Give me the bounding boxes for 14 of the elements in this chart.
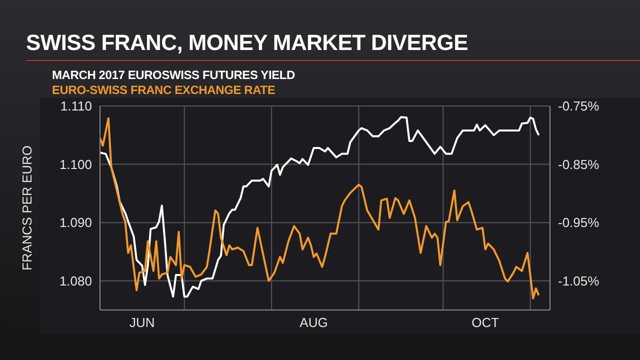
x-tick-label: OCT: [472, 315, 500, 330]
y-axis-title: FRANCS PER EURO: [20, 144, 34, 272]
y2-tick-label: -0.95%: [558, 215, 600, 230]
y-tick-label: 1.080: [59, 273, 92, 288]
y-tick-label: 1.090: [59, 215, 92, 230]
y-tick-label: 1.100: [59, 156, 92, 172]
y2-tick-label: -0.85%: [558, 156, 600, 172]
x-tick-label: JUN: [130, 315, 155, 330]
y2-tick-label: -0.75%: [558, 98, 600, 114]
x-tick-label: AUG: [300, 315, 328, 330]
y2-tick-label: -1.05%: [558, 273, 600, 288]
y-tick-label: 1.110: [60, 98, 92, 114]
chart-title: SWISS FRANC, MONEY MARKET DIVERGE: [26, 30, 468, 56]
legend: MARCH 2017 EUROSWISS FUTURES YIELD EURO-SWISS FRANC EXCHANGE RATE: [40, 68, 640, 98]
